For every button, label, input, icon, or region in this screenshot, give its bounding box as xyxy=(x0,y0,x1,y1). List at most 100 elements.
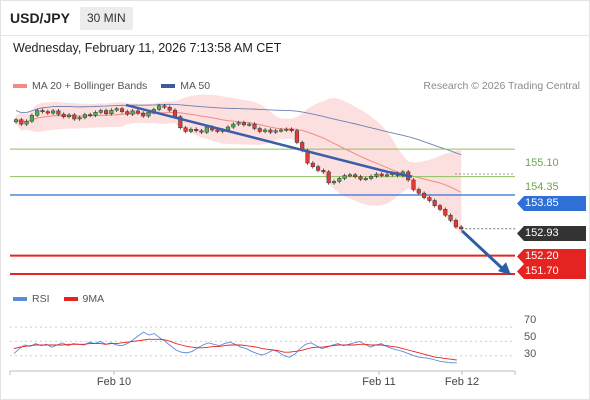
candle-body xyxy=(72,114,77,120)
candle-body xyxy=(411,179,416,190)
candle-body xyxy=(66,114,72,118)
candle-body xyxy=(289,128,294,131)
level-label-s2: 151.70 xyxy=(517,264,586,279)
candle-body xyxy=(19,119,24,125)
legend-item-9ma: 9MA xyxy=(63,293,104,305)
level-label-pivot: 153.85 xyxy=(517,196,586,211)
x-tick-feb12: Feb 12 xyxy=(444,376,480,388)
instrument-symbol: USD/JPY xyxy=(10,10,70,26)
candle-body xyxy=(204,126,209,133)
level-label-s1: 152.20 xyxy=(517,249,586,264)
rsi-legend: RSI 9MA xyxy=(13,293,118,305)
candle-body xyxy=(141,112,146,117)
trendline-2 xyxy=(389,170,413,178)
projection-arrow-shaft xyxy=(460,229,504,270)
candle-body xyxy=(35,110,40,116)
candle-body xyxy=(40,110,45,112)
candle-body xyxy=(416,189,421,194)
candle-body xyxy=(337,178,342,182)
candle-body xyxy=(236,122,241,125)
candle-body xyxy=(331,181,337,184)
rsi-line xyxy=(13,331,457,364)
header-divider xyxy=(0,35,590,36)
candle-body xyxy=(114,108,119,111)
candle-body xyxy=(374,173,379,177)
legend-item-rsi: RSI xyxy=(13,293,50,305)
candle-body xyxy=(369,176,374,179)
candle-body xyxy=(379,173,384,176)
last-price-label: 152.93 xyxy=(517,226,586,241)
candle-body xyxy=(167,106,172,111)
candle-body xyxy=(135,110,140,114)
candle-body xyxy=(252,123,257,129)
rsi-label: RSI xyxy=(32,293,50,305)
candle-body xyxy=(162,105,167,108)
rsi-level-70: 70 xyxy=(524,314,537,326)
candle-body xyxy=(268,129,273,133)
candle-body xyxy=(294,130,299,143)
candle-body xyxy=(247,123,252,126)
rsi-level-30: 30 xyxy=(524,348,537,360)
candle-body xyxy=(263,129,268,132)
bollinger-band-area xyxy=(16,94,462,235)
candle-body xyxy=(188,128,193,132)
chart-datetime: Wednesday, February 11, 2026 7:13:58 AM … xyxy=(13,41,282,55)
candle-body xyxy=(61,113,66,118)
candle-body xyxy=(363,178,368,180)
candle-body xyxy=(342,175,347,179)
candle-body xyxy=(347,174,352,177)
projection-arrow-head xyxy=(498,262,511,276)
rsi-ma-line xyxy=(13,338,457,361)
candle-body xyxy=(437,205,443,210)
candle-body xyxy=(443,209,448,216)
candle-body xyxy=(157,105,162,110)
candle-body xyxy=(199,130,204,133)
ma20-swatch xyxy=(13,84,27,88)
candle-body xyxy=(231,123,236,128)
candle-body xyxy=(316,166,321,171)
candle-body xyxy=(178,116,183,129)
rsi-ma-swatch xyxy=(63,297,78,301)
candle-body xyxy=(326,171,331,184)
trendline-1 xyxy=(125,103,393,175)
candle-body xyxy=(453,220,458,228)
timeframe-badge[interactable]: 30 MIN xyxy=(80,7,133,30)
candle-body xyxy=(384,174,390,177)
candle-body xyxy=(172,109,178,118)
candle-body xyxy=(24,120,29,125)
candle-body xyxy=(278,129,284,132)
ma50-line xyxy=(15,103,462,156)
candle-body xyxy=(56,110,61,115)
candle-body xyxy=(125,111,130,115)
level-label-r1: 154.35 xyxy=(525,181,559,193)
candle-body xyxy=(119,108,125,112)
chart-header: USD/JPY 30 MIN xyxy=(0,0,590,36)
candle-body xyxy=(183,127,188,132)
candle-body xyxy=(459,226,464,230)
legend-item-ma20: MA 20 + Bollinger Bands xyxy=(13,80,147,92)
level-label-r2: 155.10 xyxy=(525,157,559,169)
candle-body xyxy=(45,111,50,114)
ma50-label: MA 50 xyxy=(180,80,211,92)
candle-body xyxy=(241,122,246,126)
candle-body xyxy=(104,110,109,115)
candle-body xyxy=(353,174,358,177)
candle-body xyxy=(284,128,289,131)
candle-body xyxy=(146,112,151,117)
candle-body xyxy=(29,115,34,122)
candle-body xyxy=(109,109,114,115)
candle-body xyxy=(310,162,315,167)
candle-body xyxy=(427,197,432,201)
candle-body xyxy=(88,114,93,117)
candle-body xyxy=(321,170,326,173)
ma20-label: MA 20 + Bollinger Bands xyxy=(32,80,148,92)
candle-body xyxy=(273,130,278,133)
rsi-swatch xyxy=(13,297,27,301)
candle-body xyxy=(432,200,437,206)
legend-item-ma50: MA 50 xyxy=(161,80,210,92)
candle-body xyxy=(422,192,427,198)
candle-body xyxy=(93,112,98,116)
candle-body xyxy=(77,117,82,120)
candle-body xyxy=(358,176,363,180)
